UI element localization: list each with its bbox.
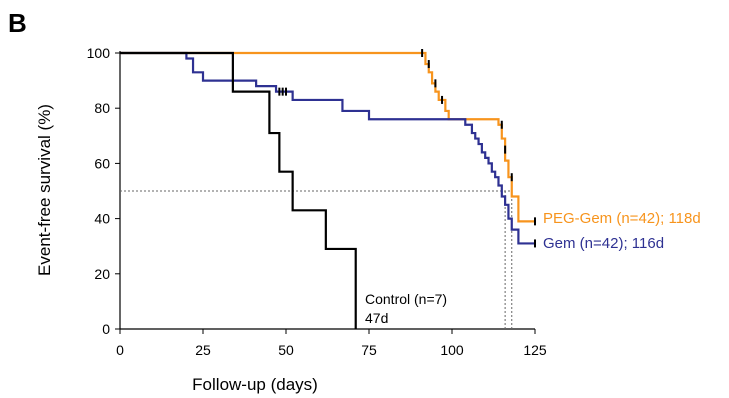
y-tick-label: 20	[94, 266, 110, 282]
annotation-peg-gem: PEG-Gem (n=42); 118d	[543, 210, 701, 227]
y-tick-label: 100	[87, 45, 111, 61]
y-tick-label: 0	[102, 321, 110, 337]
x-tick-label: 125	[523, 342, 547, 358]
series-line-0	[120, 51, 535, 223]
y-axis-label: Event-free survival (%)	[35, 104, 54, 276]
annotation-gem: Gem (n=42); 116d	[543, 235, 664, 252]
survival-curves	[120, 49, 536, 329]
series-line-2	[120, 51, 357, 329]
x-tick-label: 50	[278, 342, 294, 358]
series-line-1	[120, 51, 535, 245]
panel-label: B	[8, 8, 27, 38]
x-axis-label: Follow-up (days)	[192, 375, 318, 394]
x-tick-label: 100	[440, 342, 464, 358]
y-tick-label: 80	[94, 100, 110, 116]
y-tick-label: 60	[94, 155, 110, 171]
y-tick-label: 40	[94, 211, 110, 227]
x-tick-label: 25	[195, 342, 211, 358]
median-guides	[120, 190, 513, 329]
annotation-control: Control (n=7)	[365, 291, 447, 307]
axes	[115, 51, 536, 334]
annotation-control-median: 47d	[365, 310, 388, 326]
x-tick-label: 75	[361, 342, 377, 358]
tick-labels: 0 25 50 75 100 125 0 20 40 60 80 100	[87, 45, 547, 358]
x-tick-label: 0	[116, 342, 124, 358]
